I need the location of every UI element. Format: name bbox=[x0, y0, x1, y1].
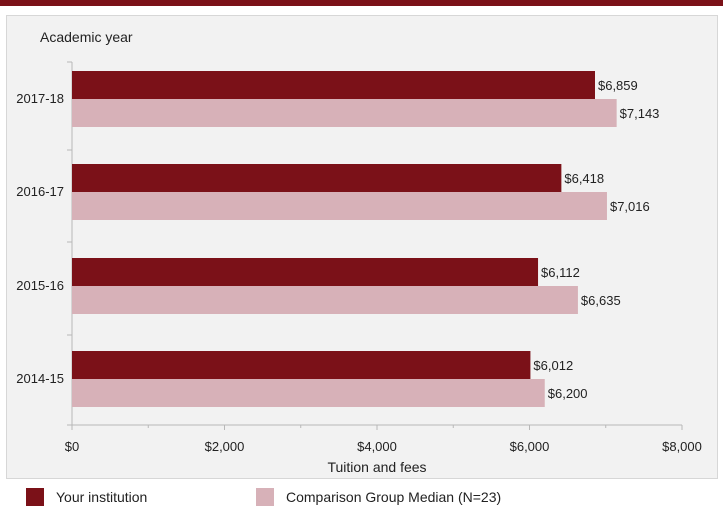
bar-your-institution bbox=[72, 258, 539, 286]
legend: Your institution Comparison Group Median… bbox=[0, 486, 723, 514]
x-tick-label: $6,000 bbox=[510, 439, 550, 454]
legend-label: Your institution bbox=[56, 489, 148, 505]
y-tick-label: 2015-16 bbox=[16, 278, 64, 293]
legend-swatch bbox=[256, 488, 274, 506]
data-label: $6,112 bbox=[541, 265, 580, 280]
legend-swatch bbox=[26, 488, 44, 506]
bar-chart: Academic year Tuition and fees $0 $2,000 $… bbox=[16, 29, 702, 475]
legend-label: Comparison Group Median (N=23) bbox=[286, 489, 502, 505]
bar-your-institution bbox=[72, 71, 595, 99]
bar-comparison-median bbox=[72, 379, 545, 407]
header-rule bbox=[0, 0, 723, 6]
x-tick-label: $2,000 bbox=[205, 439, 245, 454]
x-tick-label: $0 bbox=[65, 439, 79, 454]
data-label: $6,012 bbox=[533, 358, 573, 373]
bar-comparison-median bbox=[72, 192, 607, 220]
y-tick-label: 2016-17 bbox=[16, 184, 64, 199]
bar-comparison-median bbox=[72, 286, 578, 314]
x-tick-label: $4,000 bbox=[357, 439, 397, 454]
x-tick-label: $8,000 bbox=[662, 439, 702, 454]
data-label: $6,635 bbox=[581, 293, 621, 308]
data-label: $6,418 bbox=[564, 171, 604, 186]
bar-comparison-median bbox=[72, 99, 617, 127]
bar-your-institution bbox=[72, 164, 562, 192]
legend-item-your-institution: Your institution bbox=[26, 488, 147, 506]
data-label: $7,143 bbox=[620, 106, 660, 121]
y-axis-title: Academic year bbox=[40, 29, 133, 45]
data-label: $6,859 bbox=[598, 78, 638, 93]
y-tick-label: 2017-18 bbox=[16, 91, 64, 106]
data-label: $6,200 bbox=[548, 386, 588, 401]
x-axis-title: Tuition and fees bbox=[327, 459, 426, 475]
legend-item-comparison-median: Comparison Group Median (N=23) bbox=[256, 488, 501, 506]
y-tick-label: 2014-15 bbox=[16, 371, 64, 386]
data-label: $7,016 bbox=[610, 199, 650, 214]
bar-your-institution bbox=[72, 351, 531, 379]
